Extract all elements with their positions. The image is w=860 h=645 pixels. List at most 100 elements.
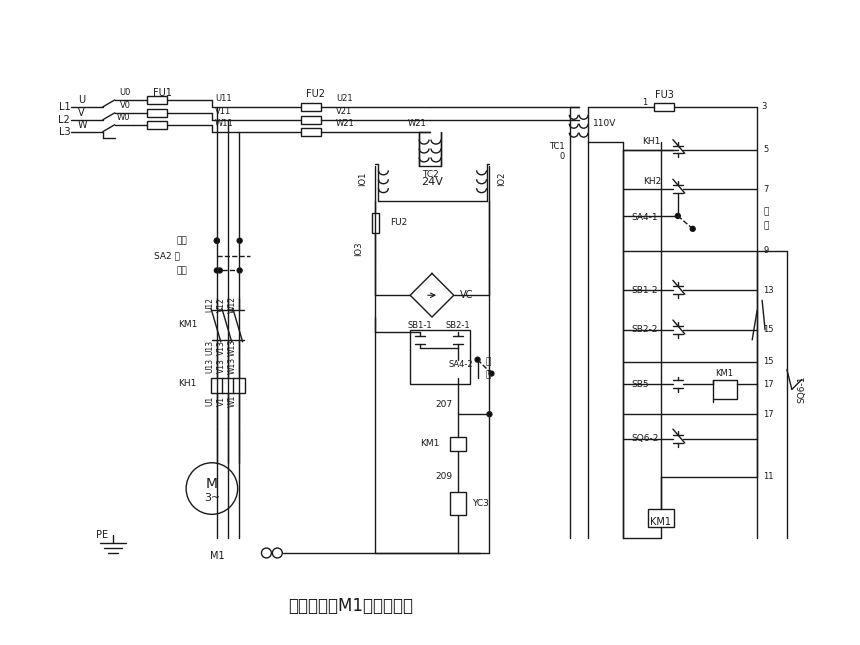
Text: V21: V21 [335, 107, 352, 116]
Text: SA4-2: SA4-2 [448, 360, 473, 369]
Circle shape [489, 371, 494, 376]
Text: KH1: KH1 [642, 137, 661, 146]
Text: 7: 7 [763, 184, 769, 194]
Text: W11: W11 [215, 119, 234, 128]
Text: V1: V1 [217, 396, 226, 406]
Text: 正转: 正转 [176, 266, 187, 275]
Text: 15: 15 [763, 357, 774, 366]
Text: KM1: KM1 [716, 369, 734, 378]
Text: U21: U21 [335, 94, 353, 103]
Text: 紧: 紧 [763, 221, 769, 230]
Text: W: W [78, 120, 88, 130]
Text: U0: U0 [120, 88, 131, 97]
Text: 反转: 反转 [176, 236, 187, 245]
Bar [450, 491, 465, 515]
Circle shape [475, 357, 480, 362]
Circle shape [261, 548, 272, 558]
Text: 紧: 紧 [486, 370, 491, 379]
Text: 主轴电动朼M1控制线路图: 主轴电动朼M1控制线路图 [288, 597, 413, 615]
Text: V12: V12 [217, 297, 226, 312]
Text: 17: 17 [763, 380, 774, 389]
Text: W0: W0 [117, 114, 131, 123]
Text: FU3: FU3 [654, 90, 673, 100]
Circle shape [237, 238, 243, 243]
Text: IO3: IO3 [354, 241, 364, 256]
Bar [233, 377, 244, 393]
Bar [301, 128, 321, 135]
Circle shape [675, 213, 680, 219]
Text: TC1: TC1 [550, 142, 565, 151]
Text: 松: 松 [763, 208, 769, 217]
Circle shape [214, 268, 219, 273]
Text: YC3: YC3 [471, 499, 488, 508]
Text: FU1: FU1 [153, 88, 172, 98]
Text: 3: 3 [761, 103, 766, 112]
Text: PE: PE [95, 530, 108, 540]
Bar [450, 437, 465, 451]
Text: 松: 松 [486, 357, 491, 366]
Text: KM1: KM1 [178, 321, 197, 330]
Circle shape [487, 412, 492, 417]
Text: U1: U1 [206, 396, 215, 406]
Text: V13: V13 [217, 358, 226, 373]
Bar [713, 379, 737, 399]
Text: W13: W13 [228, 357, 236, 374]
Text: FU2: FU2 [306, 89, 325, 99]
Text: 110V: 110V [593, 119, 616, 128]
Bar [372, 213, 379, 233]
Text: U12: U12 [206, 297, 215, 312]
Text: KM1: KM1 [650, 517, 672, 527]
Text: 5: 5 [763, 145, 768, 154]
Text: V0: V0 [120, 101, 131, 110]
Text: IO1: IO1 [359, 172, 367, 186]
Text: W13: W13 [228, 339, 236, 356]
Text: 3~: 3~ [204, 493, 220, 504]
Text: L1: L1 [58, 102, 71, 112]
Text: SB1-2: SB1-2 [631, 286, 658, 295]
Text: 207: 207 [436, 400, 453, 409]
Text: 11: 11 [763, 472, 774, 481]
Text: 9: 9 [763, 246, 768, 255]
Bar [410, 330, 470, 384]
Text: IO2: IO2 [497, 172, 507, 186]
Text: U: U [78, 95, 85, 105]
Bar [301, 103, 321, 111]
Text: W21: W21 [408, 119, 427, 128]
Bar [147, 121, 168, 129]
Bar [301, 116, 321, 124]
Text: M: M [206, 477, 218, 491]
Text: U11: U11 [215, 94, 231, 103]
Text: SQ6-2: SQ6-2 [631, 435, 659, 444]
Text: 15: 15 [763, 326, 774, 335]
Text: TC2: TC2 [421, 170, 439, 179]
Text: 0: 0 [560, 152, 565, 161]
Bar [147, 109, 168, 117]
Circle shape [186, 462, 237, 514]
Text: U13: U13 [206, 340, 215, 355]
Text: W12: W12 [228, 295, 236, 313]
Bar [211, 377, 223, 393]
Text: SB5: SB5 [631, 380, 649, 389]
Text: 209: 209 [436, 472, 453, 481]
Text: L3: L3 [58, 126, 71, 137]
Circle shape [214, 238, 219, 243]
Text: 24V: 24V [421, 177, 444, 187]
Circle shape [691, 226, 695, 232]
Text: SA4-1: SA4-1 [631, 213, 658, 223]
Text: M1: M1 [210, 551, 224, 561]
Text: 1: 1 [642, 99, 648, 108]
Text: V13: V13 [217, 341, 226, 355]
Bar [147, 96, 168, 104]
Text: 13: 13 [763, 286, 774, 295]
Text: KH2: KH2 [642, 177, 661, 186]
Circle shape [237, 268, 243, 273]
Circle shape [273, 548, 282, 558]
Text: W1: W1 [228, 395, 236, 408]
Text: V11: V11 [215, 107, 231, 116]
Text: SB2-2: SB2-2 [631, 326, 658, 335]
Text: FU2: FU2 [390, 219, 408, 228]
Circle shape [218, 268, 222, 273]
Text: KM1: KM1 [421, 439, 440, 448]
Text: SQ6-1: SQ6-1 [797, 375, 807, 403]
Bar [648, 510, 674, 527]
